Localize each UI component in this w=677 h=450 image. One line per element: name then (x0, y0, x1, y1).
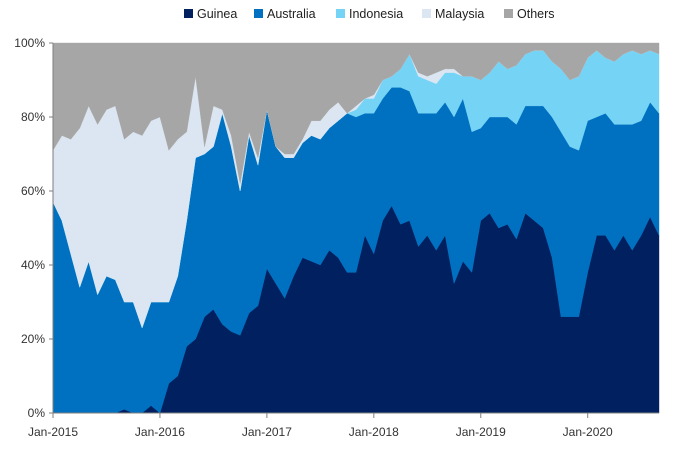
y-tick-label: 20% (21, 332, 45, 346)
x-tick-label: Jan-2019 (456, 425, 506, 439)
legend-swatch-others (504, 9, 513, 18)
x-tick-label: Jan-2017 (242, 425, 292, 439)
legend-label-others: Others (517, 7, 555, 21)
y-tick-label: 100% (14, 36, 45, 50)
legend-swatch-australia (254, 9, 263, 18)
legend-label-malaysia: Malaysia (435, 7, 484, 21)
axes: 0% 20% 40% 60% 80% 100% Jan-2015 Jan-2016 Jan-20… (14, 36, 659, 439)
legend-label-australia: Australia (267, 7, 316, 21)
legend-label-indonesia: Indonesia (349, 7, 403, 21)
legend-swatch-indonesia (336, 9, 345, 18)
x-tick-label: Jan-2020 (563, 425, 613, 439)
y-tick-label: 60% (21, 184, 45, 198)
y-tick-label: 0% (28, 406, 46, 420)
legend-swatch-malaysia (422, 9, 431, 18)
area-others (52, 42, 660, 184)
x-tick-label: Jan-2018 (349, 425, 399, 439)
legend-label-guinea: Guinea (197, 7, 237, 21)
legend: Guinea Australia Indonesia Malaysia Others (184, 7, 555, 21)
legend-swatch-guinea (184, 9, 193, 18)
x-tick-label: Jan-2016 (135, 425, 185, 439)
y-tick-label: 40% (21, 258, 45, 272)
x-tick-label: Jan-2015 (28, 425, 78, 439)
y-tick-label: 80% (21, 110, 45, 124)
plot-areas (52, 42, 660, 414)
